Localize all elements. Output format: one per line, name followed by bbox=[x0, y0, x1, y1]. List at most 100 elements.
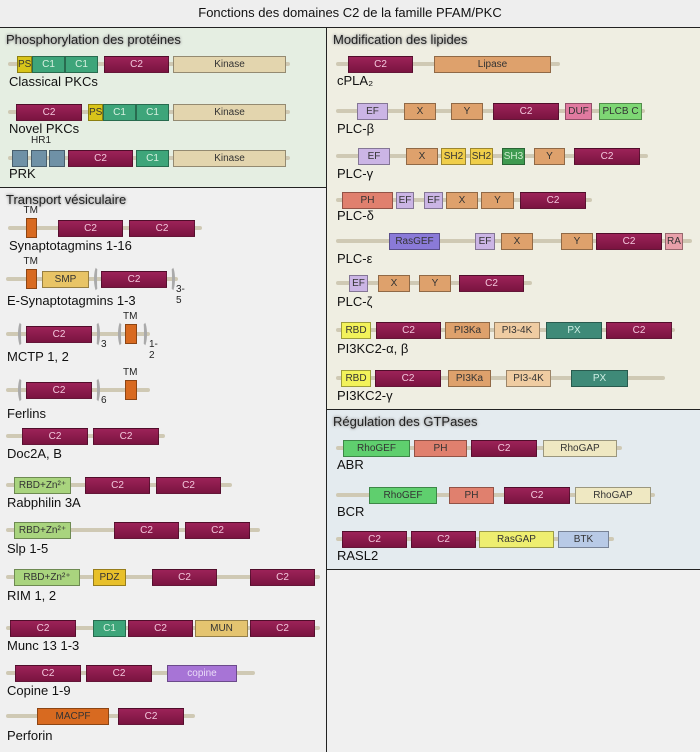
repeat-count: 3-5 bbox=[176, 284, 185, 306]
domain-tm bbox=[26, 269, 37, 289]
domain-xy: X bbox=[501, 233, 533, 250]
domain-c2: C2 bbox=[471, 440, 537, 457]
domain-c2: C2 bbox=[26, 382, 92, 399]
protein-name: Doc2A, B bbox=[7, 446, 62, 461]
protein-name: PLC-γ bbox=[337, 166, 374, 181]
repeat-bracket-close bbox=[93, 377, 100, 403]
domain-rhogef: RhoGEF bbox=[343, 440, 410, 457]
repeat-bracket-open bbox=[94, 266, 101, 292]
domain-rbdzn: RBD+Zn²⁺ bbox=[14, 477, 71, 494]
domain-rhogap: RhoGAP bbox=[543, 440, 617, 457]
domain-pi3ka: PI3Ka bbox=[448, 370, 491, 387]
domain-c2: C2 bbox=[156, 477, 221, 494]
domain-btk: BTK bbox=[558, 531, 609, 548]
domain-c2: C2 bbox=[574, 148, 640, 165]
domain-sh2: SH2 bbox=[470, 148, 493, 165]
backbone-line bbox=[336, 376, 665, 380]
domain-ef: EF bbox=[475, 233, 495, 250]
domain-ph: PH bbox=[414, 440, 467, 457]
domain-c2: C2 bbox=[185, 522, 250, 539]
domain-tm bbox=[26, 218, 37, 238]
domain-c1: C1 bbox=[103, 104, 136, 121]
domain-c2: C2 bbox=[250, 620, 315, 637]
domain-xy: X bbox=[404, 103, 436, 120]
protein-name: PRK bbox=[9, 166, 36, 181]
domain-c2: C2 bbox=[68, 150, 133, 167]
domain-c2: C2 bbox=[250, 569, 315, 586]
domain-xy: X bbox=[446, 192, 478, 209]
domain-macpf: MACPF bbox=[37, 708, 109, 725]
backbone-line bbox=[336, 493, 655, 497]
domain-xy: Y bbox=[451, 103, 483, 120]
domain-kinase: Kinase bbox=[173, 56, 286, 73]
domain-xy: Y bbox=[419, 275, 451, 292]
repeat-count: 1-2 bbox=[149, 339, 158, 361]
domain-c2: C2 bbox=[114, 522, 179, 539]
protein-name: Synaptotagmins 1-16 bbox=[9, 238, 132, 253]
protein-name: Copine 1-9 bbox=[7, 683, 71, 698]
domain-c2: C2 bbox=[15, 665, 81, 682]
protein-name: ABR bbox=[337, 457, 364, 472]
panel-title: Régulation des GTPases bbox=[333, 414, 478, 429]
domain-pdz: PDZ bbox=[93, 569, 126, 586]
domain-c2: C2 bbox=[101, 271, 167, 288]
domain-c2: C2 bbox=[129, 220, 195, 237]
protein-name: Classical PKCs bbox=[9, 74, 98, 89]
domain-copine: copine bbox=[167, 665, 237, 682]
protein-name: Novel PKCs bbox=[9, 121, 80, 136]
domain-annotation: HR1 bbox=[31, 135, 52, 146]
repeat-count: 3 bbox=[101, 339, 107, 350]
domain-rasgap: RasGAP bbox=[479, 531, 554, 548]
figure-title: Fonctions des domaines C2 de la famille … bbox=[0, 0, 700, 28]
domain-ra: RA bbox=[665, 233, 683, 250]
domain-c2: C2 bbox=[152, 569, 217, 586]
domain-rhogap: RhoGAP bbox=[575, 487, 651, 504]
domain-c1: C1 bbox=[136, 104, 169, 121]
domain-pi3ka: PI3Ka bbox=[445, 322, 490, 339]
domain-c2: C2 bbox=[520, 192, 586, 209]
domain-c2: C2 bbox=[128, 620, 193, 637]
repeat-bracket-close bbox=[140, 321, 147, 347]
domain-ph: PH bbox=[449, 487, 494, 504]
protein-name: PI3KC2-γ bbox=[337, 388, 393, 403]
domain-rasgef: RasGEF bbox=[389, 233, 440, 250]
domain-c2: C2 bbox=[58, 220, 123, 237]
domain-c2: C2 bbox=[342, 531, 407, 548]
domain-rbdzn: RBD+Zn²⁺ bbox=[14, 569, 80, 586]
domain-pi34k: PI3-4K bbox=[494, 322, 540, 339]
domain-kinase: Kinase bbox=[173, 150, 286, 167]
protein-name: PLC-δ bbox=[337, 208, 374, 223]
domain-c2: C2 bbox=[411, 531, 476, 548]
domain-ps: PS bbox=[17, 56, 32, 73]
domain-ph: PH bbox=[342, 192, 393, 209]
domain-c2: C2 bbox=[93, 428, 159, 445]
domain-ef: EF bbox=[424, 192, 443, 209]
domain-c2: C2 bbox=[375, 370, 441, 387]
protein-name: PLC-ε bbox=[337, 251, 373, 266]
repeat-bracket-close bbox=[168, 266, 175, 292]
domain-xy: X bbox=[406, 148, 438, 165]
protein-name: Ferlins bbox=[7, 406, 47, 421]
backbone-line bbox=[336, 109, 645, 113]
protein-name: MCTP 1, 2 bbox=[7, 349, 69, 364]
domain-plcbc: PLCB C bbox=[599, 103, 642, 120]
domain-ef: EF bbox=[358, 148, 390, 165]
protein-name: PLC-ζ bbox=[337, 294, 373, 309]
protein-name: PI3KC2-α, β bbox=[337, 341, 409, 356]
domain-c2: C2 bbox=[504, 487, 570, 504]
domain-c2: C2 bbox=[85, 477, 150, 494]
protein-name: Perforin bbox=[7, 728, 53, 743]
domain-lipase: Lipase bbox=[434, 56, 551, 73]
repeat-bracket-open bbox=[18, 377, 25, 403]
repeat-bracket-open bbox=[118, 321, 125, 347]
domain-c2: C2 bbox=[459, 275, 524, 292]
domain-c1: C1 bbox=[32, 56, 65, 73]
protein-name: BCR bbox=[337, 504, 365, 519]
domain-c1: C1 bbox=[136, 150, 169, 167]
repeat-bracket-open bbox=[18, 321, 25, 347]
protein-name: Munc 13 1-3 bbox=[7, 638, 80, 653]
backbone-line bbox=[6, 277, 178, 281]
domain-xy: Y bbox=[481, 192, 514, 209]
domain-c2: C2 bbox=[376, 322, 441, 339]
